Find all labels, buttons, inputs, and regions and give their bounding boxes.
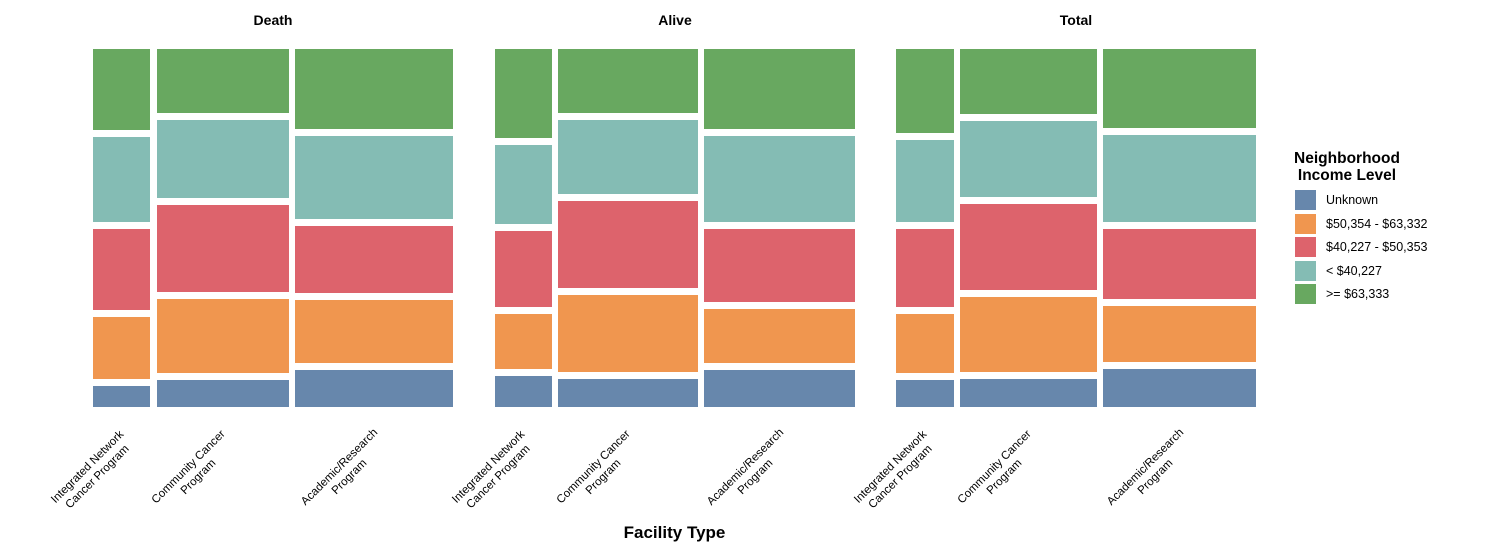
mosaic-segment (960, 49, 1097, 115)
legend-label: >= $63,333 (1326, 287, 1390, 301)
mosaic-segment (93, 385, 151, 407)
mosaic-segment (156, 120, 289, 199)
mosaic-segment (896, 140, 954, 222)
legend-item: $40,227 - $50,353 (1295, 237, 1500, 257)
mosaic-segment (896, 379, 954, 407)
mosaic-segment (558, 378, 698, 407)
legend-label: $40,227 - $50,353 (1326, 240, 1428, 254)
mosaic-segment (156, 205, 289, 293)
legend-title-line-2: Income Level (1297, 167, 1397, 184)
mosaic-segment (558, 295, 698, 372)
legend-item: $50,354 - $63,332 (1295, 213, 1500, 234)
mosaic-segment (896, 313, 954, 373)
legend-item: >= $63,333 (1295, 284, 1500, 304)
mosaic-segment (1103, 369, 1256, 407)
mosaic-segment (93, 49, 151, 131)
legend-title: Neighborhood Income Level (1290, 150, 1404, 184)
legend-label: < $40,227 (1326, 263, 1382, 278)
mosaic-segment (704, 309, 855, 364)
legend-label: $50,354 - $63,332 (1326, 216, 1428, 231)
mosaic-segment (558, 120, 698, 194)
mosaic-segment (704, 229, 855, 303)
mosaic-segment (495, 144, 552, 224)
mosaic-segment (960, 203, 1097, 290)
legend-swatch-lt-40227 (1295, 260, 1316, 281)
legend-swatch-50354-63332 (1295, 213, 1316, 234)
mosaic-segment (960, 296, 1097, 372)
mosaic-segment (495, 49, 552, 138)
legend-swatch-gte-63333 (1295, 284, 1316, 304)
mosaic-segment (495, 230, 552, 308)
mosaic-segment (495, 375, 552, 407)
legend: Neighborhood Income Level Unknown $50,35… (1290, 150, 1500, 308)
facet-title-alive: Alive (658, 12, 692, 28)
mosaic-segment (1103, 49, 1256, 129)
legend-item: Unknown (1295, 190, 1500, 210)
mosaic-segment (896, 49, 954, 134)
mosaic-segment (295, 226, 453, 293)
x-tick-label: Academic/Research Program (299, 426, 381, 508)
facet-title-total: Total (1059, 12, 1093, 28)
mosaic-segment (295, 49, 453, 129)
x-axis-title: Facility Type (623, 523, 726, 542)
legend-items: Unknown $50,354 - $63,332 $40,227 - $50,… (1290, 190, 1500, 304)
mosaic-segment (558, 200, 698, 289)
mosaic-segment (704, 49, 855, 129)
mosaic-segment (295, 135, 453, 219)
mosaic-segment (495, 314, 552, 369)
mosaic-segment (295, 299, 453, 364)
mosaic-segment (558, 49, 698, 114)
mosaic-segment (960, 378, 1097, 407)
legend-item: < $40,227 (1295, 260, 1500, 281)
mosaic-segment (1103, 228, 1256, 299)
mosaic-segment (960, 121, 1097, 197)
facet-title-death: Death (253, 12, 293, 28)
mosaic-segment (295, 370, 453, 407)
mosaic-segment (704, 135, 855, 223)
mosaic-segment (156, 380, 289, 407)
legend-swatch-40227-50353 (1295, 237, 1316, 257)
legend-title-line-1: Neighborhood (1294, 150, 1400, 167)
legend-swatch-unknown (1295, 190, 1316, 210)
mosaic-segment (93, 316, 151, 379)
x-tick-label: Academic/Research Program (1104, 426, 1187, 508)
mosaic-segment (896, 228, 954, 307)
mosaic-segment (156, 299, 289, 374)
x-tick-label: Academic/Research Program (704, 426, 786, 508)
legend-label: Unknown (1326, 193, 1379, 207)
mosaic-segment (93, 229, 151, 310)
mosaic-segment (156, 49, 289, 114)
mosaic-segment (704, 370, 855, 407)
mosaic-segment (93, 137, 151, 223)
mosaic-segment (1103, 305, 1256, 363)
mosaic-segment (1103, 135, 1256, 222)
